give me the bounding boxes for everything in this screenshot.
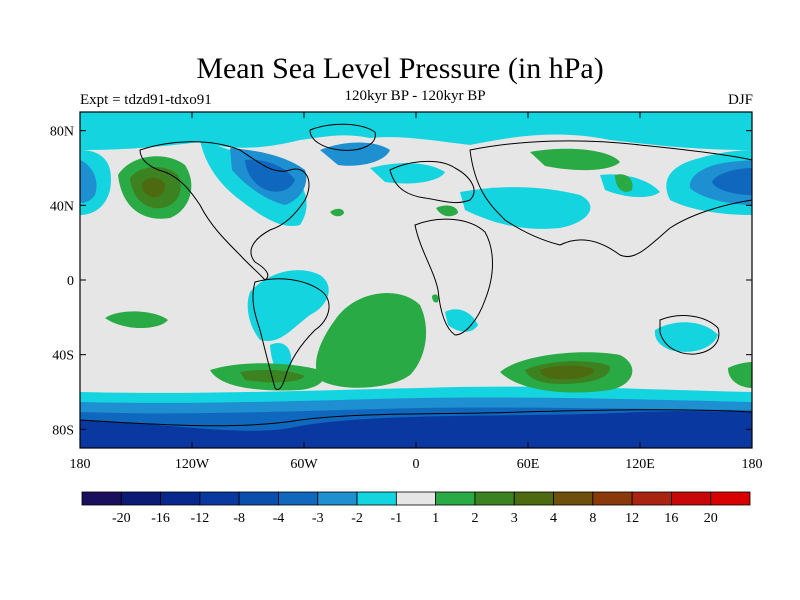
middle-east-cyan [460, 187, 591, 229]
antarctic-band-darkblue [80, 411, 752, 448]
coastlines [80, 123, 752, 427]
pacific-west-blue [80, 160, 97, 203]
colorbar-swatch [592, 491, 633, 506]
colorbar-label: -4 [273, 511, 285, 526]
colorbar-swatch [710, 491, 751, 506]
colorbar-swatch [199, 491, 240, 506]
south-indian-high-4 [540, 365, 595, 380]
australia-cyan [654, 322, 718, 352]
colorbar-swatch [474, 491, 515, 506]
colorbar-swatch [238, 491, 279, 506]
season-label: DJF [727, 92, 753, 108]
north-pacific-high-4 [141, 177, 166, 198]
colorbar-label: 12 [625, 511, 639, 526]
x-tick-label: 180 [70, 457, 91, 472]
y-tick-label: 0 [67, 274, 74, 289]
x-tick-label: 120W [175, 457, 210, 472]
arctic-cyan-band [80, 112, 752, 150]
east-pacific-green [728, 362, 752, 388]
south-america-cyan [247, 270, 329, 341]
colorbar-label: 8 [589, 511, 596, 526]
colorbar [81, 491, 751, 506]
africa-green-dot [432, 294, 439, 303]
greenland-blue [320, 142, 390, 166]
europe-cyan [370, 163, 445, 184]
colorbar-label: 1 [432, 511, 439, 526]
colorbar-swatch [513, 491, 554, 506]
x-tick-label: 60W [290, 457, 318, 472]
colorbar-label: -12 [191, 511, 210, 526]
colorbar-swatch [160, 491, 201, 506]
colorbar-labels: -20 -16 -12 -8 -4 -3 -2 -1 1 2 3 4 8 12 16 20 [112, 511, 718, 526]
colorbar-label: -8 [233, 511, 245, 526]
colorbar-swatch [553, 491, 594, 506]
colorbar-label: -2 [351, 511, 363, 526]
arctic-siberia-green [530, 148, 620, 171]
colorbar-label: -3 [312, 511, 324, 526]
atlantic-high-small [330, 208, 344, 217]
colorbar-label: 16 [664, 511, 678, 526]
colorbar-swatch [631, 491, 672, 506]
colorbar-label: -1 [391, 511, 403, 526]
contour-field [80, 112, 752, 448]
asia-east-deepblue [712, 168, 752, 195]
chart-title: Mean Sea Level Pressure (in hPa) [196, 52, 604, 85]
x-tick-label: 0 [413, 457, 420, 472]
x-tick-label: 60E [517, 457, 540, 472]
x-tick-label: 120E [625, 457, 655, 472]
y-tick-label: 80S [52, 423, 74, 438]
colorbar-label: -16 [151, 511, 170, 526]
colorbar-swatch [317, 491, 358, 506]
y-axis-ticks: 80N 40N 0 40S 80S [50, 125, 752, 438]
colorbar-label: 4 [550, 511, 557, 526]
south-atlantic-high-2 [315, 293, 427, 388]
y-tick-label: 80N [50, 125, 74, 140]
east-siberia-green [615, 174, 633, 192]
colorbar-swatch [395, 491, 437, 506]
colorbar-swatch [278, 491, 319, 506]
colorbar-label: 20 [704, 511, 718, 526]
colorbar-label: -20 [112, 511, 131, 526]
north-america-deepblue [245, 159, 295, 192]
south-america-south-high-3 [240, 369, 305, 383]
experiment-label: Expt = tdzd91-tdxo91 [80, 92, 212, 108]
y-tick-label: 40N [50, 199, 74, 214]
y-tick-label: 40S [52, 349, 74, 364]
colorbar-swatch [435, 491, 476, 506]
colorbar-swatch [120, 491, 161, 506]
colorbar-swatch [356, 491, 397, 506]
mediterranean-green [436, 205, 458, 217]
colorbar-swatch [671, 491, 712, 506]
x-axis-ticks: 180 120W 60W 0 60E 120E 180 [70, 112, 763, 472]
colorbar-label: 2 [471, 511, 478, 526]
south-pacific-small-high [105, 311, 168, 328]
colorbar-label: 3 [511, 511, 518, 526]
x-tick-label: 180 [742, 457, 763, 472]
colorbar-swatch [81, 491, 122, 506]
period-label: 120kyr BP - 120kyr BP [344, 88, 486, 104]
